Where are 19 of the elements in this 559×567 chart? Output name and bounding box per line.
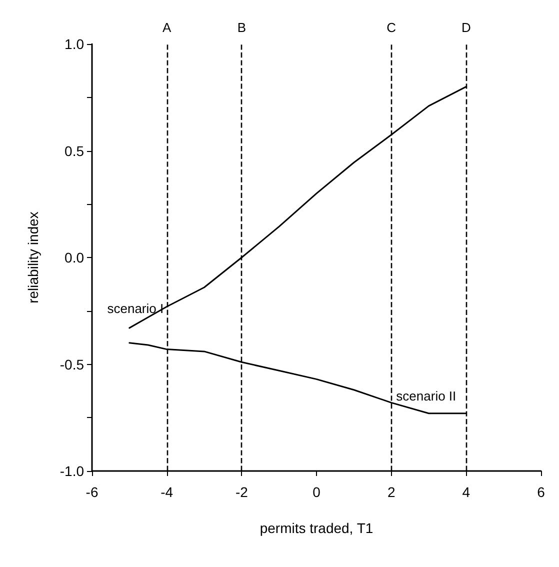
- x-tick-label: 2: [387, 484, 396, 500]
- ref-line-label: C: [386, 20, 396, 35]
- ref-line-label: B: [237, 20, 246, 35]
- x-tick-label: 4: [462, 484, 470, 500]
- y-tick-label: -1.0: [60, 463, 84, 479]
- series-label: scenario II: [396, 388, 456, 404]
- x-axis-title: permits traded, T1: [260, 520, 374, 536]
- x-tick-label: 0: [312, 484, 321, 500]
- y-axis-title: reliability index: [25, 212, 41, 304]
- x-tick-label: 6: [537, 484, 546, 500]
- y-tick-label: -0.5: [60, 356, 84, 372]
- y-tick-label: 0.0: [64, 250, 84, 266]
- ref-line-label: A: [162, 20, 172, 35]
- x-tick-label: -4: [160, 484, 174, 500]
- x-tick-label: -2: [235, 484, 248, 500]
- y-tick-label: 0.5: [64, 142, 84, 159]
- x-tick-label: -6: [86, 484, 98, 500]
- ref-line-label: D: [461, 20, 471, 35]
- y-tick-label: 1.0: [64, 36, 84, 52]
